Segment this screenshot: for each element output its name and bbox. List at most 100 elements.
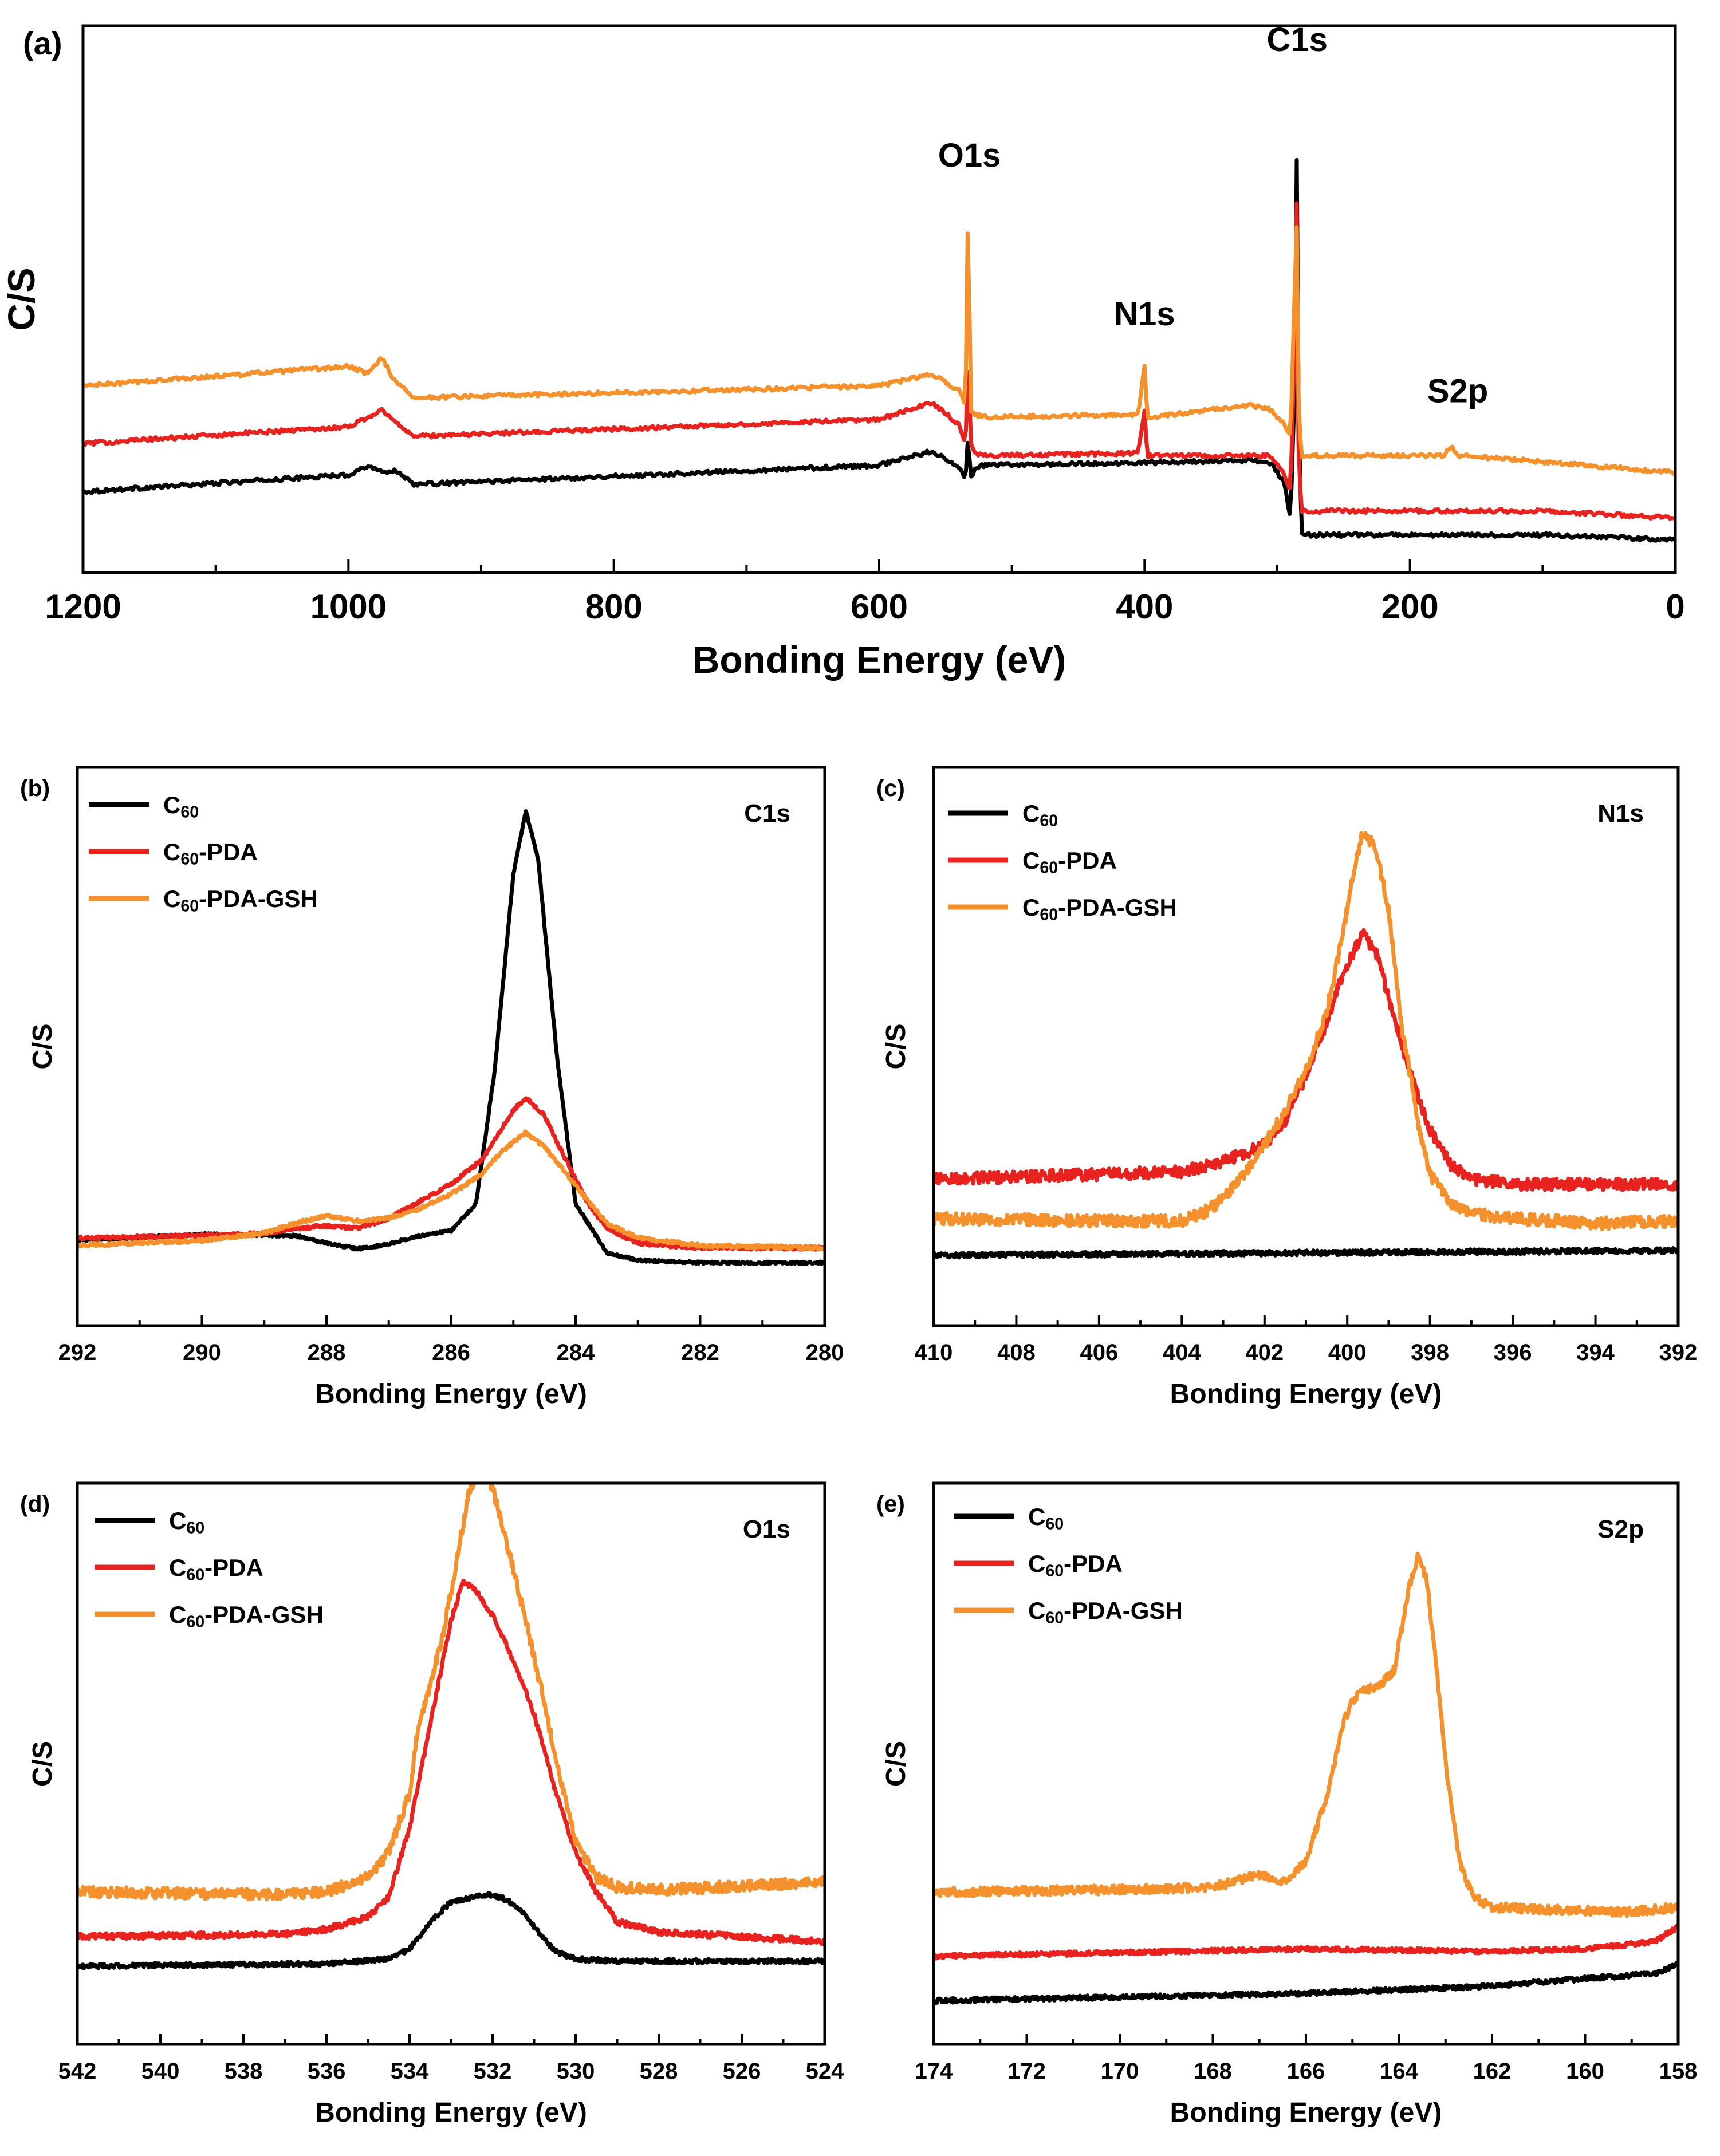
x-tick-label: 164 [1380,2059,1418,2084]
x-tick-label: 530 [557,2059,595,2084]
panel-title: N1s [1597,799,1644,827]
x-tick-label: 534 [391,2059,429,2084]
legend-label: C60 [163,791,199,822]
series-line-c60 [934,1246,1678,1260]
legend-label: C60-PDA [169,1554,263,1585]
legend-label: C60-PDA-GSH [163,885,318,916]
series-line-c60-pda [934,1923,1678,1961]
peak-label: S2p [1427,373,1488,410]
series-line-c60-pda [83,201,1675,521]
series-line-c60-pda [77,1578,825,1946]
peak-label: C1s [1267,21,1328,58]
x-axis-label: Bonding Energy (eV) [315,2098,587,2128]
panel-a: 1200 1000 800 600 400 200 0 Bonding Energy (eV)… [0,21,1685,681]
panel-label: (c) [876,775,905,801]
y-axis-label: C/S [0,267,42,330]
x-tick-label: 174 [915,2059,953,2084]
series-line-c60 [83,157,1675,543]
legend-label: C60 [169,1507,204,1538]
x-tick-label: 1000 [310,588,387,626]
panel-title: S2p [1597,1515,1644,1543]
legend-label: C60-PDA [1022,847,1117,877]
x-tick-label: 538 [225,2059,263,2084]
x-tick-label: 404 [1163,1340,1201,1365]
series-group [83,157,1675,543]
x-tick-label: 408 [997,1340,1036,1365]
series-group [934,831,1678,1260]
legend: C60 C60-PDA C60-PDA-GSH [89,791,318,916]
x-tick-label: 540 [141,2059,180,2084]
series-group [934,1551,1678,2005]
panel-title: O1s [743,1515,790,1543]
panel-label: (a) [23,25,62,61]
series-line-c60-pda-gsh [77,1129,825,1252]
x-tick-label: 394 [1576,1340,1615,1365]
x-axis-label: Bonding Energy (eV) [1170,1379,1442,1409]
series-line-c60-pda-gsh [83,225,1675,476]
x-tick-label: 172 [1007,2059,1046,2084]
x-tick-label: 532 [474,2059,512,2084]
x-tick-label: 406 [1080,1340,1119,1365]
x-tick-label: 282 [681,1340,719,1365]
plot-frame [932,766,1680,1327]
legend-label: C60 [1022,800,1058,830]
x-tick-label: 542 [58,2059,97,2084]
series-group [77,1483,825,1970]
x-tick-label: 292 [58,1340,97,1365]
x-tick-label: 288 [308,1340,346,1365]
x-tick-label: 528 [640,2059,678,2084]
x-tick-label: 410 [915,1340,953,1365]
legend-label: C60 [1028,1503,1064,1534]
x-tick-label: 162 [1473,2059,1512,2084]
y-axis-label: C/S [881,1741,911,1787]
x-tick-label: 166 [1287,2059,1325,2084]
series-line-c60-pda-gsh [934,1551,1678,1918]
panel-b: 292 290 288 286 284 282 280 Bonding Energy (eV)… [20,766,844,1409]
x-tick-label: 170 [1101,2059,1139,2084]
x-tick-label: 290 [183,1340,221,1365]
y-axis-label: C/S [881,1023,911,1069]
x-tick-label: 1200 [45,588,121,626]
legend-label: C60-PDA-GSH [1028,1597,1183,1627]
x-tick-label: 402 [1245,1340,1284,1365]
y-axis-label: C/S [27,1741,58,1787]
panel-label: (b) [20,775,50,801]
peak-label: N1s [1114,295,1175,333]
panel-label: (e) [876,1491,905,1517]
x-tick-label: 800 [585,588,643,626]
x-tick-label: 536 [308,2059,346,2084]
x-tick-label: 392 [1659,1340,1698,1365]
x-tick-label: 200 [1381,588,1439,626]
panel-label: (d) [20,1491,50,1517]
legend-label: C60-PDA [1028,1550,1123,1580]
legend: C60 C60-PDA C60-PDA-GSH [95,1507,324,1631]
series-line-c60-pda [934,928,1678,1192]
series-line-c60-pda-gsh [77,1483,825,1902]
x-tick-label: 280 [806,1340,844,1365]
series-line-c60-pda-gsh [934,831,1678,1231]
series-line-c60 [77,1891,825,1970]
plot-frame [81,24,1677,574]
series-group [77,809,825,1266]
legend-label: C60-PDA [163,838,258,869]
x-tick-label: 600 [851,588,908,626]
panel-d: 542 540 538 536 534 532 530 528 526 524 Bonding En… [20,1481,844,2128]
x-tick-label: 524 [806,2059,844,2084]
x-tick-label: 400 [1328,1340,1367,1365]
x-tick-label: 160 [1566,2059,1604,2084]
x-tick-label: 398 [1411,1340,1449,1365]
x-axis-label: Bonding Energy (eV) [315,1379,587,1409]
x-axis-label: Bonding Energy (eV) [692,638,1066,681]
x-tick-label: 286 [432,1340,470,1365]
x-tick-label: 284 [557,1340,595,1365]
x-tick-label: 168 [1194,2059,1232,2084]
legend-label: C60-PDA-GSH [169,1601,324,1631]
panel-title: C1s [744,799,790,827]
y-axis-label: C/S [27,1023,58,1069]
panel-c: 410 408 406 404 402 400 398 396 394 392 Bonding En… [876,766,1698,1409]
x-axis-label: Bonding Energy (eV) [1170,2098,1442,2128]
x-tick-label: 396 [1494,1340,1532,1365]
legend: C60 C60-PDA C60-PDA-GSH [948,800,1177,924]
peak-label: O1s [938,137,1001,174]
